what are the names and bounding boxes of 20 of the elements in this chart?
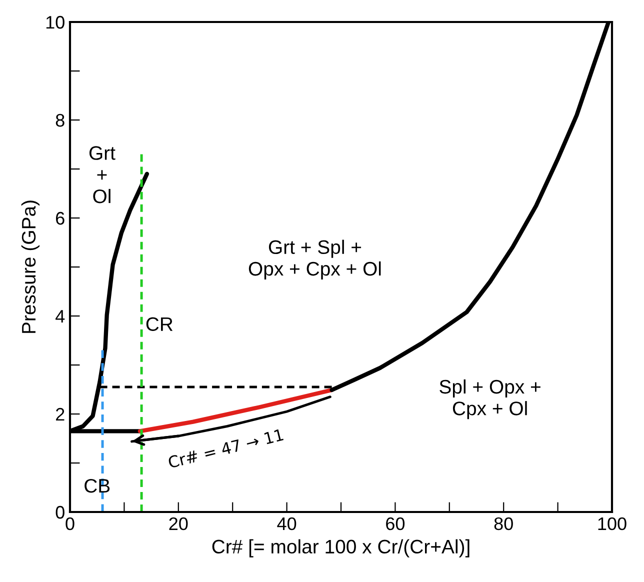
annotation: Cr# = 47 → 11 [168, 428, 284, 468]
annotation: Grt + Spl + Opx + Cpx + Ol [248, 240, 381, 280]
y-tick-label: 10 [46, 16, 64, 29]
x-tick-label: 80 [494, 517, 513, 530]
x-axis-title: Cr# [= molar 100 x Cr/(Cr+Al)] [212, 539, 470, 558]
x-tick-label: 40 [277, 517, 296, 530]
y-tick-label: 4 [56, 310, 65, 323]
annotation: CR [146, 317, 173, 332]
y-tick-label: 2 [56, 408, 64, 421]
annotation: CB [84, 478, 110, 493]
x-tick-label: 20 [169, 517, 188, 530]
y-tick-label: 8 [56, 114, 64, 127]
annotation: Grt + Ol [89, 146, 116, 204]
annotation: Spl + Opx + Cpx + Ol [440, 379, 540, 420]
y-tick-label: 0 [56, 506, 64, 519]
y-axis-title: Pressure (GPa) [21, 200, 40, 333]
x-tick-label: 100 [598, 517, 626, 530]
x-tick-label: 60 [386, 517, 405, 530]
x-tick-label: 0 [66, 517, 74, 530]
y-tick-label: 6 [56, 212, 64, 225]
